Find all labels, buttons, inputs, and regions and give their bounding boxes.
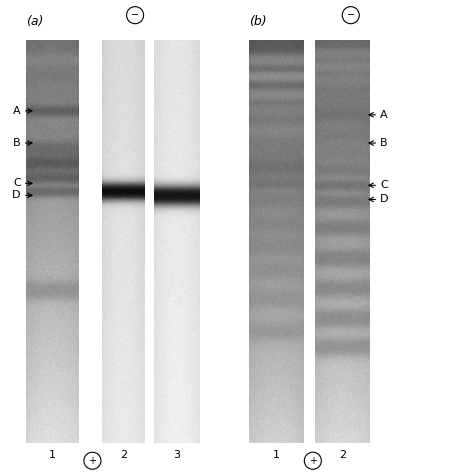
Text: (a): (a) <box>26 15 44 28</box>
Text: B: B <box>380 138 388 148</box>
Text: 3: 3 <box>173 450 180 460</box>
Text: 1: 1 <box>273 450 279 460</box>
Text: D: D <box>12 191 21 201</box>
Text: (b): (b) <box>249 15 266 28</box>
Text: D: D <box>380 194 389 204</box>
Text: 2: 2 <box>119 450 127 460</box>
Text: C: C <box>380 180 388 191</box>
Text: −: − <box>131 10 139 20</box>
Text: A: A <box>13 106 21 116</box>
Text: 1: 1 <box>49 450 55 460</box>
Text: +: + <box>89 456 96 466</box>
Text: +: + <box>309 456 317 466</box>
Text: A: A <box>380 110 388 120</box>
Text: −: − <box>346 10 355 20</box>
Text: C: C <box>13 178 21 188</box>
Text: B: B <box>13 138 21 148</box>
Text: 2: 2 <box>338 450 346 460</box>
